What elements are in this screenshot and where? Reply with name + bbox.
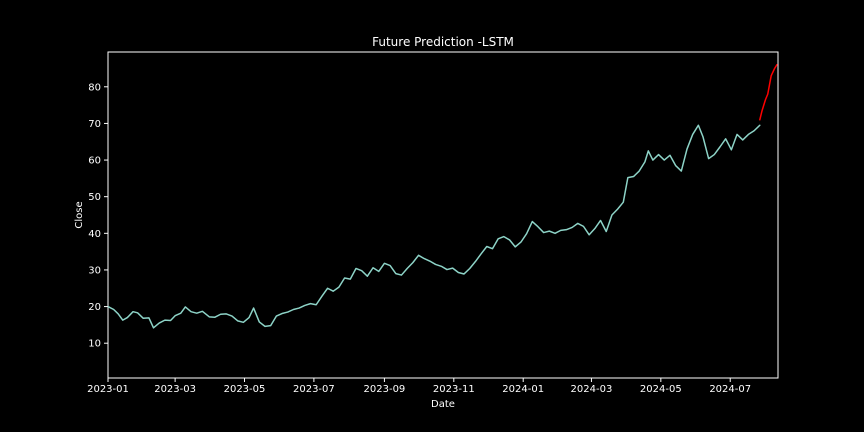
x-tick-label: 2023-01 (87, 384, 129, 395)
y-tick-label: 80 (88, 82, 101, 93)
x-tick-label: 2023-05 (224, 384, 266, 395)
x-tick-label: 2023-03 (154, 384, 196, 395)
series-line-1 (107, 124, 761, 329)
x-tick-label: 2023-11 (433, 384, 475, 395)
plot-area (107, 51, 779, 379)
series-line-2 (759, 64, 778, 121)
y-axis: 10 20 30 40 50 60 70 80 (88, 82, 108, 350)
x-axis-label: Date (431, 399, 455, 410)
y-tick-label: 70 (88, 119, 101, 130)
y-tick-label: 60 (88, 156, 101, 167)
plot-frame (107, 51, 779, 379)
x-axis: 2023-01 2023-03 2023-05 2023-07 2023-09 2023-… (87, 378, 751, 395)
chart-title: Future Prediction -LSTM (372, 35, 514, 49)
series-layer (107, 64, 778, 329)
x-tick-label: 2024-01 (502, 384, 544, 395)
x-tick-label: 2024-05 (640, 384, 682, 395)
y-tick-label: 40 (88, 229, 101, 240)
x-tick-label: 2024-07 (709, 384, 751, 395)
y-tick-label: 30 (88, 265, 101, 276)
x-tick-label: 2023-07 (293, 384, 335, 395)
y-axis-label: Close (74, 201, 85, 228)
y-tick-label: 20 (88, 302, 101, 313)
x-tick-label: 2024-03 (571, 384, 613, 395)
y-tick-label: 10 (88, 339, 101, 350)
x-tick-label: 2023-09 (364, 384, 406, 395)
y-tick-label: 50 (88, 192, 101, 203)
